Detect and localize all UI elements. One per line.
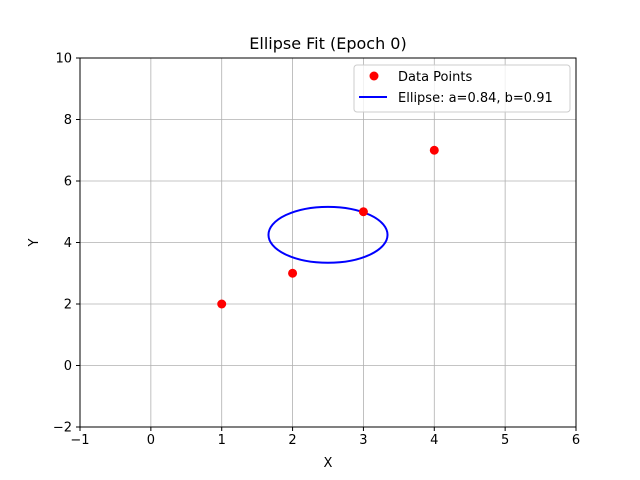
x-tick-label: −1 [70, 433, 89, 448]
x-tick-label: 6 [572, 433, 580, 448]
data-point [359, 207, 368, 216]
x-tick-label: 4 [430, 433, 438, 448]
y-tick-label: 0 [64, 359, 72, 374]
y-tick-label: 10 [55, 52, 72, 67]
legend-label-ellipse: Ellipse: a=0.84, b=0.91 [398, 91, 553, 106]
y-tick-label: −2 [53, 421, 72, 436]
y-axis-title: Y [27, 238, 42, 247]
legend-label-data-points: Data Points [398, 70, 472, 85]
data-point [288, 269, 297, 278]
data-point [217, 300, 226, 309]
x-tick-label: 2 [288, 433, 296, 448]
x-tick-label: 5 [501, 433, 509, 448]
y-tick-label: 6 [64, 175, 72, 190]
y-tick-label: 2 [64, 298, 72, 313]
legend-marker-data-points [370, 72, 379, 81]
y-tick-label: 4 [64, 236, 72, 251]
data-point [430, 146, 439, 155]
y-tick-label: 8 [64, 113, 72, 128]
legend: Data Points Ellipse: a=0.84, b=0.91 [354, 65, 570, 112]
x-axis-title: X [324, 456, 333, 471]
x-tick-label: 3 [359, 433, 367, 448]
x-tick-label: 0 [147, 433, 155, 448]
x-tick-label: 1 [218, 433, 226, 448]
chart-title: Ellipse Fit (Epoch 0) [249, 34, 406, 53]
